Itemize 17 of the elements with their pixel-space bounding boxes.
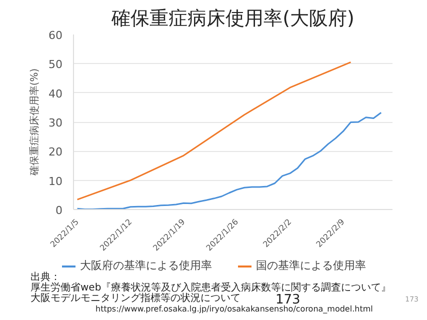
y-tick-label: 60 bbox=[48, 29, 63, 42]
line-series bbox=[76, 112, 382, 210]
text: https://www.pref.osaka.lg.jp/iryo/osakakansensho/corona_model.html bbox=[96, 304, 373, 314]
text: 大阪モデルモニタリング指標等の状況について bbox=[30, 292, 240, 304]
source-note: 出典： bbox=[30, 271, 60, 283]
chart-title: 確保重症病床使用率(大阪府) bbox=[110, 8, 354, 30]
y-tick-label: 50 bbox=[48, 58, 63, 72]
y-tick-label: 20 bbox=[48, 146, 63, 159]
y-tick-label: 10 bbox=[48, 174, 63, 188]
y-tick-label: 0 bbox=[56, 204, 62, 217]
legend-label: 大阪府の基準による使用率 bbox=[80, 258, 212, 273]
y-tick-label: 30 bbox=[48, 116, 63, 130]
y-axis-title: 確保重症病床使用率(%) bbox=[28, 68, 41, 177]
text: 厚生労働省web『療養状況等及び入院患者受入病床数等に関する調査について』 bbox=[30, 282, 392, 294]
legend-label: 国の基準による使用率 bbox=[256, 258, 366, 273]
y-tick-label: 40 bbox=[48, 87, 63, 100]
line-series bbox=[76, 61, 352, 200]
